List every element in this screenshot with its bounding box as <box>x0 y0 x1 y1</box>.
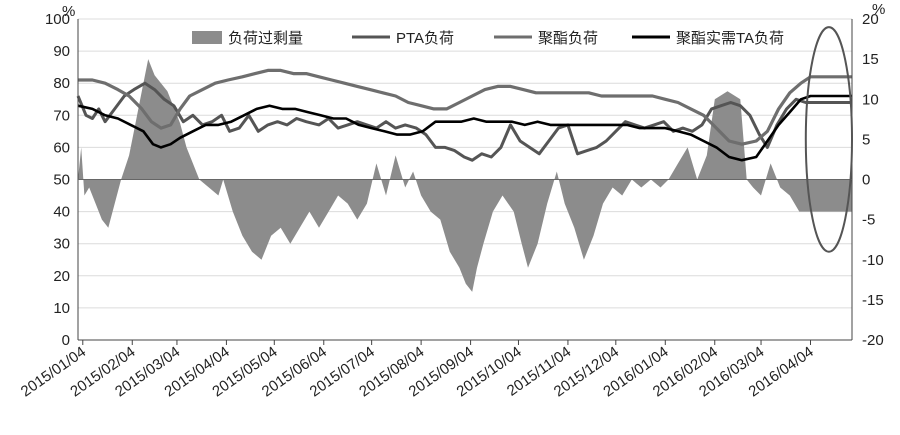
left-unit-label: % <box>62 3 75 20</box>
legend-label: 聚酯实需TA负荷 <box>676 30 784 47</box>
legend-label: 负荷过剩量 <box>228 30 303 47</box>
right-unit-label: % <box>872 1 885 18</box>
series-lines-layer <box>76 68 852 162</box>
highlight-ellipse <box>804 26 854 253</box>
series-line <box>78 68 852 146</box>
series-area-excess <box>78 59 852 292</box>
right-tick-label: 15 <box>862 51 879 68</box>
series-line <box>76 81 852 162</box>
legend-label: PTA负荷 <box>396 30 454 47</box>
right-tick-label: 20 <box>862 11 879 28</box>
legend-swatch-excess <box>192 31 222 44</box>
left-tick-label: 50 <box>53 172 70 189</box>
right-tick-label: 0 <box>862 172 870 189</box>
legend-label: 聚酯负荷 <box>538 30 598 47</box>
left-tick-label: 0 <box>62 332 70 349</box>
right-tick-label: -10 <box>862 252 884 269</box>
left-tick-label: 100 <box>45 11 70 28</box>
right-tick-label: -5 <box>862 212 875 229</box>
left-tick-label: 40 <box>53 204 70 221</box>
right-tick-label: -15 <box>862 292 884 309</box>
left-tick-label: 30 <box>53 236 70 253</box>
legend: 负荷过剩量 PTA负荷 聚酯负荷 聚酯实需TA负荷 <box>192 30 784 47</box>
right-tick-label: 5 <box>862 131 870 148</box>
left-tick-label: 80 <box>53 75 70 92</box>
left-tick-label: 10 <box>53 300 70 317</box>
right-tick-label: 10 <box>862 91 879 108</box>
right-tick-label: -20 <box>862 332 884 349</box>
series-line <box>77 94 852 162</box>
excess-area-layer <box>78 59 852 292</box>
left-tick-label: 90 <box>53 43 70 60</box>
left-tick-label: 20 <box>53 268 70 285</box>
left-tick-label: 60 <box>53 139 70 156</box>
left-tick-label: 70 <box>53 107 70 124</box>
highlight-ellipse-layer <box>804 26 854 253</box>
